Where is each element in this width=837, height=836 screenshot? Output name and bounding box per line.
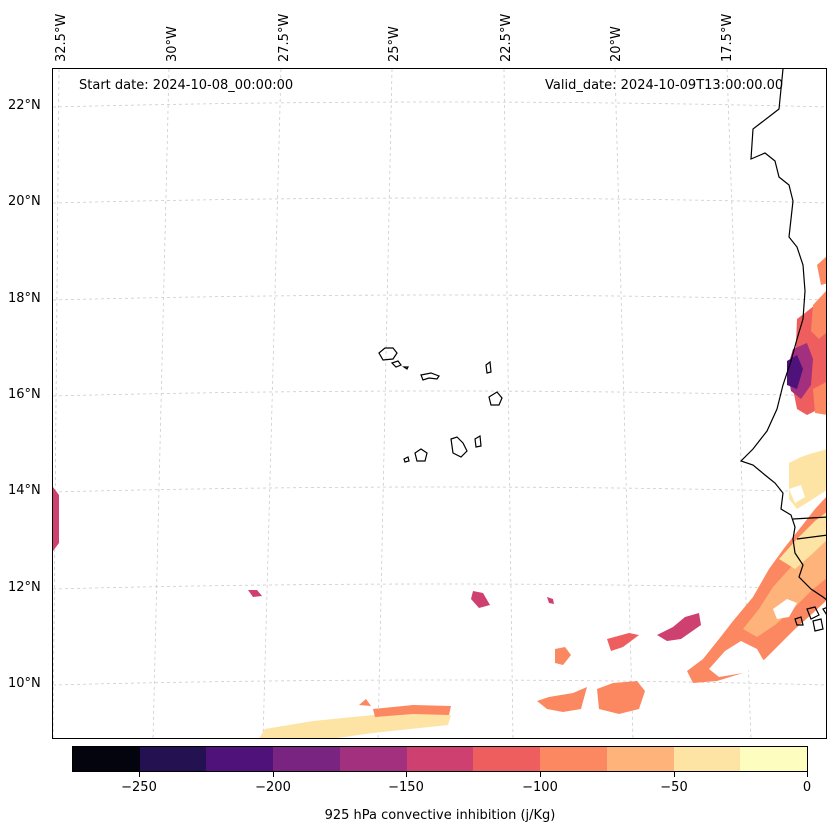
cin-patch-west-edge (53, 487, 59, 551)
meridian-20w (614, 69, 634, 738)
colorbar-segment-6 (406, 747, 474, 771)
lon-label-20w: 20°W (609, 26, 624, 62)
colorbar-segment-11 (740, 747, 808, 771)
island-santo-antao (378, 347, 398, 361)
cin-band-south-mid (373, 705, 451, 717)
cin-patch-small-2 (471, 591, 490, 608)
parallel-14n (53, 486, 826, 493)
colorbar (72, 746, 808, 772)
lat-label-12n: 12°N (8, 580, 41, 595)
colorbar-ticklabel--200: −200 (255, 780, 291, 795)
island-sal (485, 360, 492, 374)
colorbar-segment-8 (540, 747, 607, 771)
island-sao-vicente (390, 360, 402, 368)
colorbar-segment-4 (273, 747, 340, 771)
parallel-16n (53, 390, 826, 397)
meridian-25w (377, 69, 393, 738)
colorbar-segment-10 (673, 747, 741, 771)
island-brava (403, 456, 410, 463)
meridian-27-5w (262, 69, 282, 738)
lon-label-17-5w: 17.5°W (720, 13, 735, 62)
cin-band-east-outer (687, 497, 826, 683)
cin-patch-small-3 (547, 597, 554, 604)
cin-fields (53, 256, 826, 738)
parallel-18n (53, 294, 826, 301)
lon-label-25w: 25°W (387, 26, 402, 62)
parallel-20n (53, 197, 826, 204)
colorbar-segment-2 (139, 747, 207, 771)
island-santa-luzia (402, 366, 409, 370)
cin-patch-se-5 (657, 613, 701, 641)
lon-label-22-5w: 22.5°W (499, 13, 514, 62)
colorbar-segment-9 (606, 747, 674, 771)
valid-date-label: Valid_date: 2024-10-09T13:00:00.00 (545, 78, 784, 93)
cin-band-east-pale (779, 512, 826, 569)
colorbar-segment-3 (206, 747, 274, 771)
cin-patch-coast-2 (811, 291, 826, 339)
lat-label-22n: 22°N (8, 98, 41, 113)
colorbar-tick--50 (674, 772, 675, 777)
cin-patch-coast-4 (787, 355, 803, 389)
colorbar-ticklabel--100: −100 (522, 780, 558, 795)
cin-patch-se-2 (597, 681, 645, 714)
island-maio (474, 434, 482, 448)
lat-label-10n: 10°N (8, 676, 41, 691)
cin-hole-1 (709, 641, 765, 677)
parallel-22n (53, 101, 826, 108)
cin-patch-coast-6 (817, 256, 826, 285)
lon-label-32-5w: 32.5°W (54, 13, 69, 62)
colorbar-tick--250 (139, 772, 140, 777)
cin-patch-se-4 (607, 633, 639, 651)
lon-label-27-5w: 27.5°W (277, 13, 292, 62)
colorbar-tick-0 (807, 772, 808, 777)
cin-patch-small-1 (248, 590, 262, 597)
cin-patch-se-1 (537, 687, 587, 712)
lat-label-18n: 18°N (8, 291, 41, 306)
cin-patch-coast-5 (813, 382, 826, 415)
coast-gambia (792, 516, 826, 520)
coastlines (378, 69, 826, 632)
coast-west-africa (739, 69, 826, 601)
island-sao-nicolau (420, 372, 440, 381)
colorbar-segment-1 (73, 747, 140, 771)
start-date-label: Start date: 2024-10-08_00:00:00 (79, 78, 294, 93)
cin-hole-2 (789, 485, 805, 503)
parallel-12n (53, 583, 826, 590)
colorbar-tick--150 (406, 772, 407, 777)
colorbar-title: 925 hPa convective inhibition (j/Kg) (324, 808, 556, 823)
island-santiago (450, 436, 468, 458)
lon-label-30w: 30°W (165, 26, 180, 62)
graticule (53, 69, 826, 738)
cin-hole-3 (773, 599, 797, 619)
cin-patch-se-3 (555, 647, 571, 665)
island-boa-vista (488, 391, 503, 406)
lat-label-16n: 16°N (8, 387, 41, 402)
meridian-32-5w (53, 69, 60, 738)
island-fogo (414, 448, 428, 462)
colorbar-tick--100 (540, 772, 541, 777)
colorbar-segment-5 (339, 747, 407, 771)
meridian-30w (152, 69, 170, 738)
islands-bijagos (794, 606, 826, 632)
colorbar-segment-7 (473, 747, 541, 771)
cin-band-south-light (259, 711, 451, 738)
colorbar-ticklabel--50: −50 (660, 780, 688, 795)
cin-band-south-small (359, 699, 371, 706)
lat-label-20n: 20°N (8, 194, 41, 209)
coast-casamance (796, 534, 826, 540)
map-canvas (53, 69, 826, 738)
colorbar-ticklabel-0: 0 (802, 780, 812, 795)
map-panel (52, 68, 827, 739)
meridian-22-5w (503, 69, 514, 738)
colorbar-ticklabel--250: −250 (121, 780, 157, 795)
colorbar-tick--200 (273, 772, 274, 777)
colorbar-ticklabel--150: −150 (388, 780, 424, 795)
lat-label-14n: 14°N (8, 483, 41, 498)
